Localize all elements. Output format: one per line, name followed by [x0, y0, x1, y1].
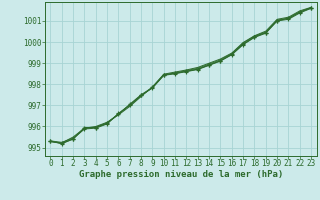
X-axis label: Graphe pression niveau de la mer (hPa): Graphe pression niveau de la mer (hPa) [79, 170, 283, 179]
